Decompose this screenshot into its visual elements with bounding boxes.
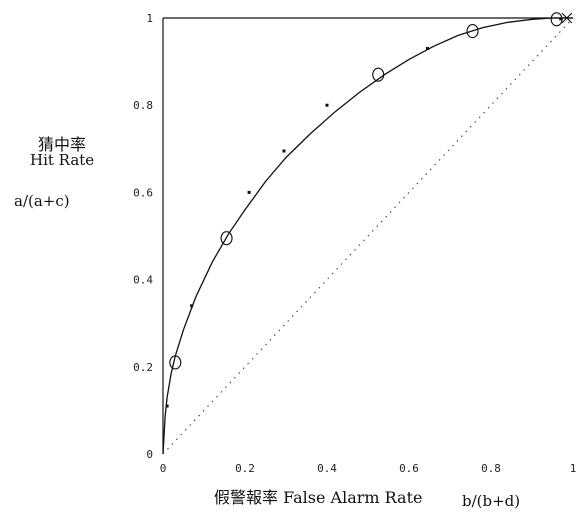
point-marker xyxy=(325,103,329,107)
point-marker xyxy=(165,404,169,408)
x-tick-label: 0.2 xyxy=(235,462,255,475)
point-marker xyxy=(247,190,251,194)
y-tick-label: 1 xyxy=(146,12,153,25)
x-tick-label: 0.4 xyxy=(317,462,337,475)
x-tick-label: 0 xyxy=(160,462,167,475)
x-tick-label: 1 xyxy=(570,462,577,475)
y-axis-formula: a/(a+c) xyxy=(14,192,70,210)
x-axis-formula: b/(b+d) xyxy=(462,492,521,510)
point-marker xyxy=(559,17,563,21)
roc-curve-line xyxy=(162,17,573,455)
point-marker xyxy=(282,149,286,153)
circle-marker xyxy=(169,355,182,370)
x-axis-title: 假警報率 False Alarm Rate xyxy=(214,488,423,507)
y-axis-title-english: Hit Rate xyxy=(30,151,95,169)
point-marker xyxy=(425,47,429,51)
x-tick-label: 0.8 xyxy=(481,462,501,475)
circle-marker xyxy=(466,24,479,39)
y-tick-label: 0.6 xyxy=(133,186,153,199)
y-tick-label: 0 xyxy=(146,448,153,461)
plot-area: 0 0.2 0.4 0.6 0.8 1 0 0.2 0.4 0.6 0.8 1 xyxy=(133,12,576,475)
x-tick-label: 0.6 xyxy=(399,462,419,475)
y-tick-label: 0.4 xyxy=(133,274,153,287)
y-tick-label: 0.2 xyxy=(133,361,153,374)
y-tick-label: 0.8 xyxy=(133,99,153,112)
cross-marker xyxy=(561,12,573,24)
y-axis-title-chinese: 猜中率 xyxy=(38,135,87,154)
point-marker xyxy=(190,304,194,308)
circle-marker xyxy=(220,231,233,246)
chance-diagonal-line xyxy=(162,17,574,455)
circle-marker xyxy=(372,67,385,82)
